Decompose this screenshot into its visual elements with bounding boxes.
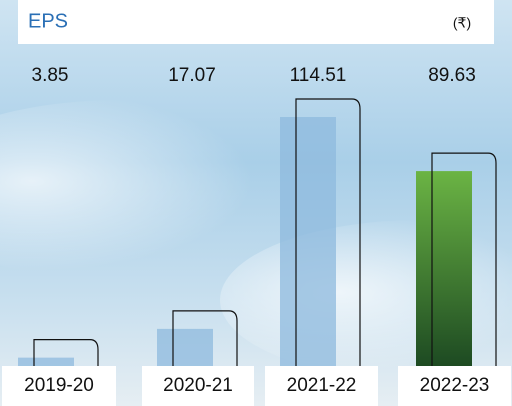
x-tick-label: 2021-22 [287, 375, 357, 396]
bar [157, 328, 213, 366]
bar [416, 171, 472, 366]
chart-title: EPS [28, 10, 68, 32]
value-label: 114.51 [290, 65, 347, 86]
bar-outline [431, 152, 497, 366]
category-box [265, 366, 378, 406]
category-box [2, 366, 116, 406]
x-tick-label: 2020-21 [163, 375, 233, 396]
bar-outline [172, 310, 238, 366]
x-tick-label: 2022-23 [420, 375, 490, 396]
value-label: 89.63 [428, 65, 476, 86]
bar [18, 357, 74, 366]
category-box [142, 366, 254, 406]
value-label: 3.85 [32, 65, 69, 86]
category-box [398, 366, 511, 406]
bar-outline [33, 339, 99, 366]
cloud [0, 100, 340, 280]
header-band [18, 0, 494, 44]
bar-outline [295, 98, 361, 366]
bar [280, 117, 336, 366]
value-label: 17.07 [168, 65, 216, 86]
unit-label: (₹) [453, 15, 471, 31]
x-tick-label: 2019-20 [24, 375, 94, 396]
